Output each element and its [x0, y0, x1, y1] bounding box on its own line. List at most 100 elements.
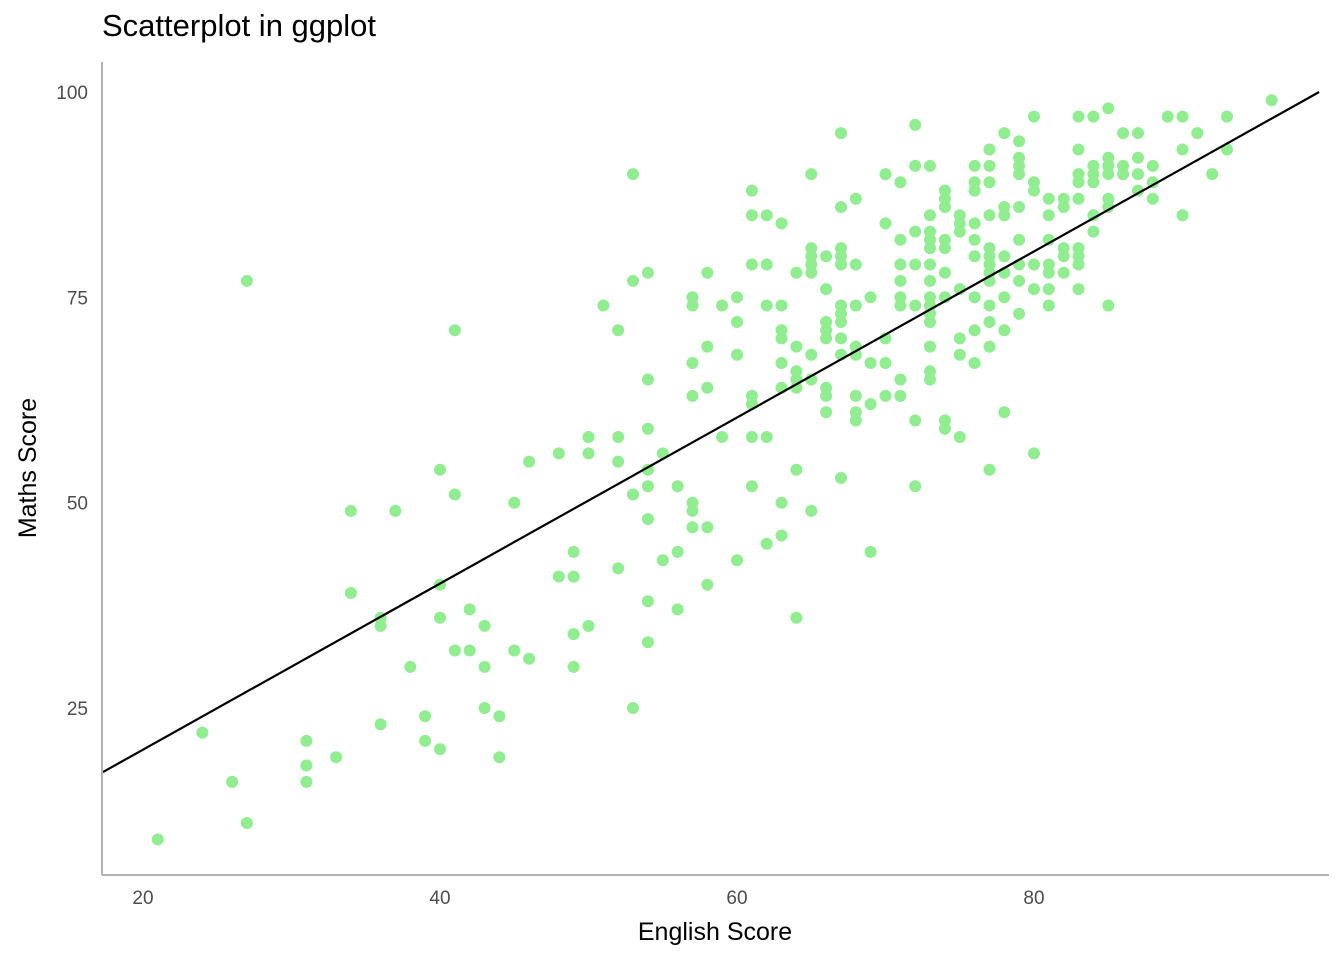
- data-point: [894, 258, 907, 271]
- data-point: [790, 340, 803, 353]
- data-point: [686, 496, 699, 509]
- data-point: [968, 217, 981, 230]
- data-point: [983, 242, 996, 255]
- data-point: [240, 817, 253, 829]
- data-point: [745, 184, 758, 197]
- data-point: [805, 168, 818, 181]
- data-point: [775, 496, 788, 509]
- data-point: [300, 775, 313, 788]
- data-point: [998, 250, 1011, 263]
- data-point: [775, 324, 788, 337]
- data-point: [731, 554, 743, 567]
- data-point: [953, 348, 966, 361]
- data-point: [627, 702, 639, 714]
- data-point: [864, 357, 877, 369]
- y-tick-label: 75: [67, 288, 88, 309]
- data-point: [701, 521, 714, 534]
- data-point: [656, 554, 669, 567]
- data-point: [983, 258, 996, 271]
- data-point: [835, 250, 847, 263]
- data-point: [1042, 209, 1055, 222]
- data-point: [820, 381, 833, 394]
- data-point: [968, 357, 981, 369]
- data-point: [731, 348, 743, 361]
- data-point: [968, 184, 981, 197]
- data-point: [627, 274, 639, 287]
- data-point: [924, 373, 936, 386]
- data-point: [1013, 274, 1026, 287]
- data-point: [938, 242, 951, 255]
- data-point: [686, 521, 699, 534]
- data-point: [968, 159, 981, 172]
- data-point: [434, 463, 446, 476]
- data-point: [1206, 168, 1219, 181]
- points-layer: [151, 94, 1278, 846]
- y-tick-label: 25: [67, 699, 88, 720]
- data-point: [938, 233, 951, 246]
- data-point: [998, 209, 1011, 222]
- data-point: [953, 209, 966, 222]
- data-point: [404, 660, 417, 673]
- data-point: [820, 324, 833, 337]
- data-point: [1028, 184, 1040, 197]
- data-point: [567, 628, 580, 641]
- data-point: [909, 118, 922, 131]
- data-point: [983, 250, 996, 263]
- data-point: [641, 422, 654, 435]
- data-point: [1072, 250, 1085, 263]
- data-point: [701, 266, 714, 279]
- data-point: [924, 258, 936, 271]
- data-point: [835, 332, 847, 345]
- data-point: [1042, 266, 1055, 279]
- data-point: [1057, 250, 1070, 263]
- data-point: [938, 184, 951, 197]
- data-point: [835, 472, 847, 484]
- data-point: [983, 463, 996, 476]
- data-point: [924, 233, 936, 246]
- data-point: [835, 299, 847, 312]
- data-point: [1042, 283, 1055, 296]
- data-point: [909, 299, 922, 312]
- data-point: [1072, 176, 1085, 189]
- data-point: [968, 176, 981, 189]
- data-point: [924, 159, 936, 172]
- data-point: [1102, 102, 1115, 115]
- data-point: [983, 340, 996, 353]
- data-point: [864, 398, 877, 411]
- data-point: [924, 225, 936, 238]
- data-point: [226, 775, 239, 788]
- data-point: [924, 291, 936, 304]
- data-point: [1013, 135, 1026, 148]
- data-point: [1042, 192, 1055, 205]
- data-point: [849, 389, 862, 402]
- data-point: [434, 611, 446, 624]
- data-point: [612, 431, 625, 443]
- data-point: [1013, 233, 1026, 246]
- data-point: [671, 603, 684, 616]
- data-point: [953, 332, 966, 345]
- data-point: [1102, 151, 1115, 164]
- data-point: [597, 299, 610, 312]
- data-point: [849, 258, 862, 271]
- data-point: [938, 266, 951, 279]
- data-point: [849, 299, 862, 312]
- data-point: [1028, 447, 1040, 460]
- data-point: [894, 389, 907, 402]
- data-point: [998, 201, 1011, 213]
- data-point: [716, 431, 729, 443]
- data-point: [879, 357, 892, 369]
- data-point: [448, 324, 461, 337]
- data-point: [805, 242, 818, 255]
- data-point: [924, 242, 936, 255]
- data-point: [374, 619, 387, 632]
- data-point: [1028, 176, 1040, 189]
- data-point: [1072, 192, 1085, 205]
- data-point: [938, 192, 951, 205]
- data-point: [745, 389, 758, 402]
- data-point: [894, 274, 907, 287]
- data-point: [820, 389, 833, 402]
- data-point: [998, 406, 1011, 419]
- data-point: [775, 357, 788, 369]
- data-point: [1087, 225, 1100, 238]
